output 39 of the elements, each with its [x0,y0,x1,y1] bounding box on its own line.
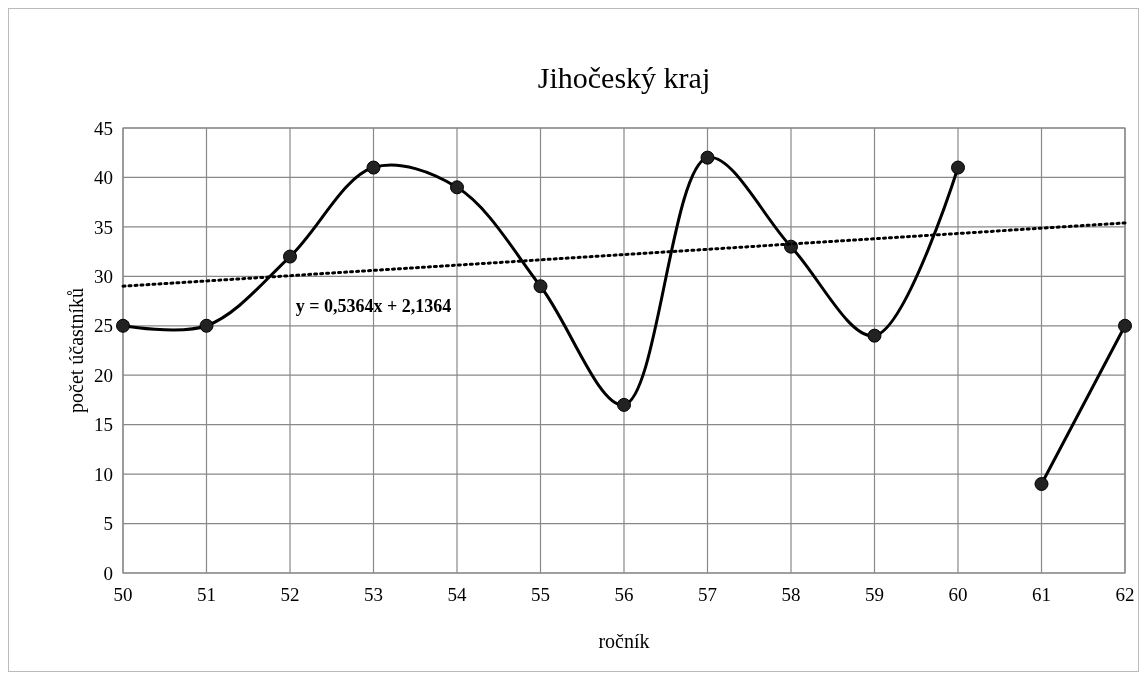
point [1034,477,1049,491]
y-tick-label: 0 [103,562,113,584]
x-tick-label: 62 [1115,584,1135,605]
point [283,249,297,264]
x-tick-label: 55 [531,584,550,605]
point [116,318,130,333]
y-tick-label: 30 [94,265,113,287]
point [1118,318,1132,333]
y-tick-label: 15 [94,414,113,436]
x-tick-label: 59 [865,584,884,605]
y-tick-label: 45 [94,117,113,139]
chart-title: Jihočeský kraj [537,61,711,94]
annotation: y = 0,5364x + 2,1364 [295,296,452,317]
x-tick-label: 54 [447,584,467,605]
x-tick-label: 52 [280,584,300,605]
point [951,160,965,175]
x-tick-label: 58 [781,584,801,605]
y-tick-label: 20 [94,364,113,386]
point [700,150,715,165]
y-tick-label: 25 [94,315,113,337]
y-tick-label: 40 [94,167,113,189]
x-tick-label: 53 [364,584,383,605]
point [199,318,214,333]
point [867,328,882,343]
x-tick-label: 60 [948,584,968,605]
x-tick-label: 50 [113,584,133,605]
y-tick-label: 5 [103,513,113,535]
x-tick-label: 51 [197,584,216,605]
point [617,397,631,412]
x-tick-label: 61 [1032,584,1051,605]
point [366,160,381,175]
point [450,180,464,195]
y-tick-label: 35 [94,216,113,238]
y-axis-title: počet účastníků [65,288,88,413]
x-tick-label: 57 [698,584,717,605]
x-tick-label: 56 [614,584,634,605]
point [533,279,548,294]
y-tick-label: 10 [94,463,113,485]
x-axis-title: ročník [598,630,650,652]
